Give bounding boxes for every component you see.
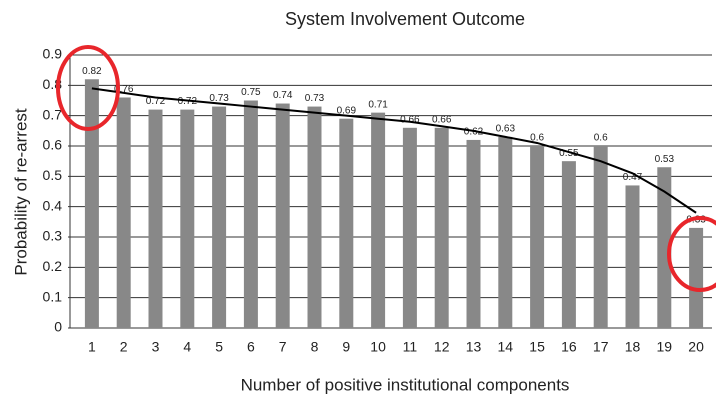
value-label: 0.6 [530,133,544,144]
y-tick-label: 0.7 [43,106,63,122]
value-label: 0.74 [273,90,293,101]
value-label: 0.76 [114,84,134,95]
x-tick-label: 19 [657,339,673,355]
value-label: 0.75 [241,87,261,98]
bar [275,103,290,329]
y-tick-label: 0.9 [43,46,63,62]
x-tick-label: 18 [625,339,641,355]
chart-title: System Involvement Outcome [285,9,525,29]
x-tick-label: 12 [434,339,450,355]
value-label: 0.66 [400,114,420,125]
bar [84,79,99,329]
y-tick-label: 0.2 [43,258,63,274]
x-tick-label: 8 [311,339,319,355]
x-tick-label: 7 [279,339,287,355]
value-label: 0.62 [464,127,484,138]
x-tick-label: 16 [561,339,577,355]
value-label: 0.72 [178,96,198,107]
y-tick-label: 0.3 [43,228,63,244]
trend-line [91,87,697,214]
value-label: 0.73 [305,93,325,104]
value-label: 0.53 [655,154,675,165]
x-tick-label: 3 [152,339,160,355]
value-label: 0.47 [623,172,643,183]
value-label: 0.73 [209,93,229,104]
bar [307,106,322,328]
bar [561,161,576,328]
bar [402,127,417,328]
plot-area: 00.10.20.30.40.50.60.70.80.910.8220.7630… [43,46,712,355]
y-tick-label: 0.6 [43,137,63,153]
x-tick-label: 2 [120,339,128,355]
y-tick-label: 0 [54,319,62,335]
bar [530,146,545,328]
bar [625,185,640,328]
bar [466,139,481,328]
y-axis-label: Probability of re-arrest [11,108,30,276]
value-label: 0.82 [82,66,102,77]
y-tick-label: 0.5 [43,167,63,183]
x-tick-label: 10 [370,339,386,355]
x-tick-label: 13 [466,339,482,355]
bar [434,127,449,328]
value-label: 0.71 [368,99,388,110]
x-axis-label: Number of positive institutional compone… [241,375,570,394]
y-tick-label: 0.4 [43,197,63,213]
bar [371,112,386,328]
highlight-circle [667,216,716,292]
x-tick-label: 17 [593,339,609,355]
value-label: 0.55 [559,148,579,159]
value-label: 0.63 [496,124,516,135]
bar [339,118,354,328]
bar [657,167,672,328]
bar [243,100,258,328]
x-tick-label: 11 [403,339,418,355]
value-label: 0.66 [432,114,452,125]
bar [593,146,608,328]
x-tick-label: 5 [215,339,223,355]
bar [212,106,227,328]
x-tick-label: 20 [688,339,704,355]
x-tick-label: 14 [498,339,514,355]
value-label: 0.69 [337,105,357,116]
x-tick-label: 15 [529,339,545,355]
y-tick-label: 0.1 [43,288,63,304]
bar [180,109,195,328]
x-tick-label: 4 [183,339,191,355]
x-tick-label: 6 [247,339,255,355]
bar [116,97,131,328]
bar [148,109,163,328]
x-tick-label: 1 [88,339,96,355]
value-label: 0.6 [594,133,608,144]
highlight-circle [56,45,120,131]
bar [689,227,704,328]
value-label: 0.72 [146,96,166,107]
bar [498,136,513,328]
x-tick-label: 9 [342,339,350,355]
